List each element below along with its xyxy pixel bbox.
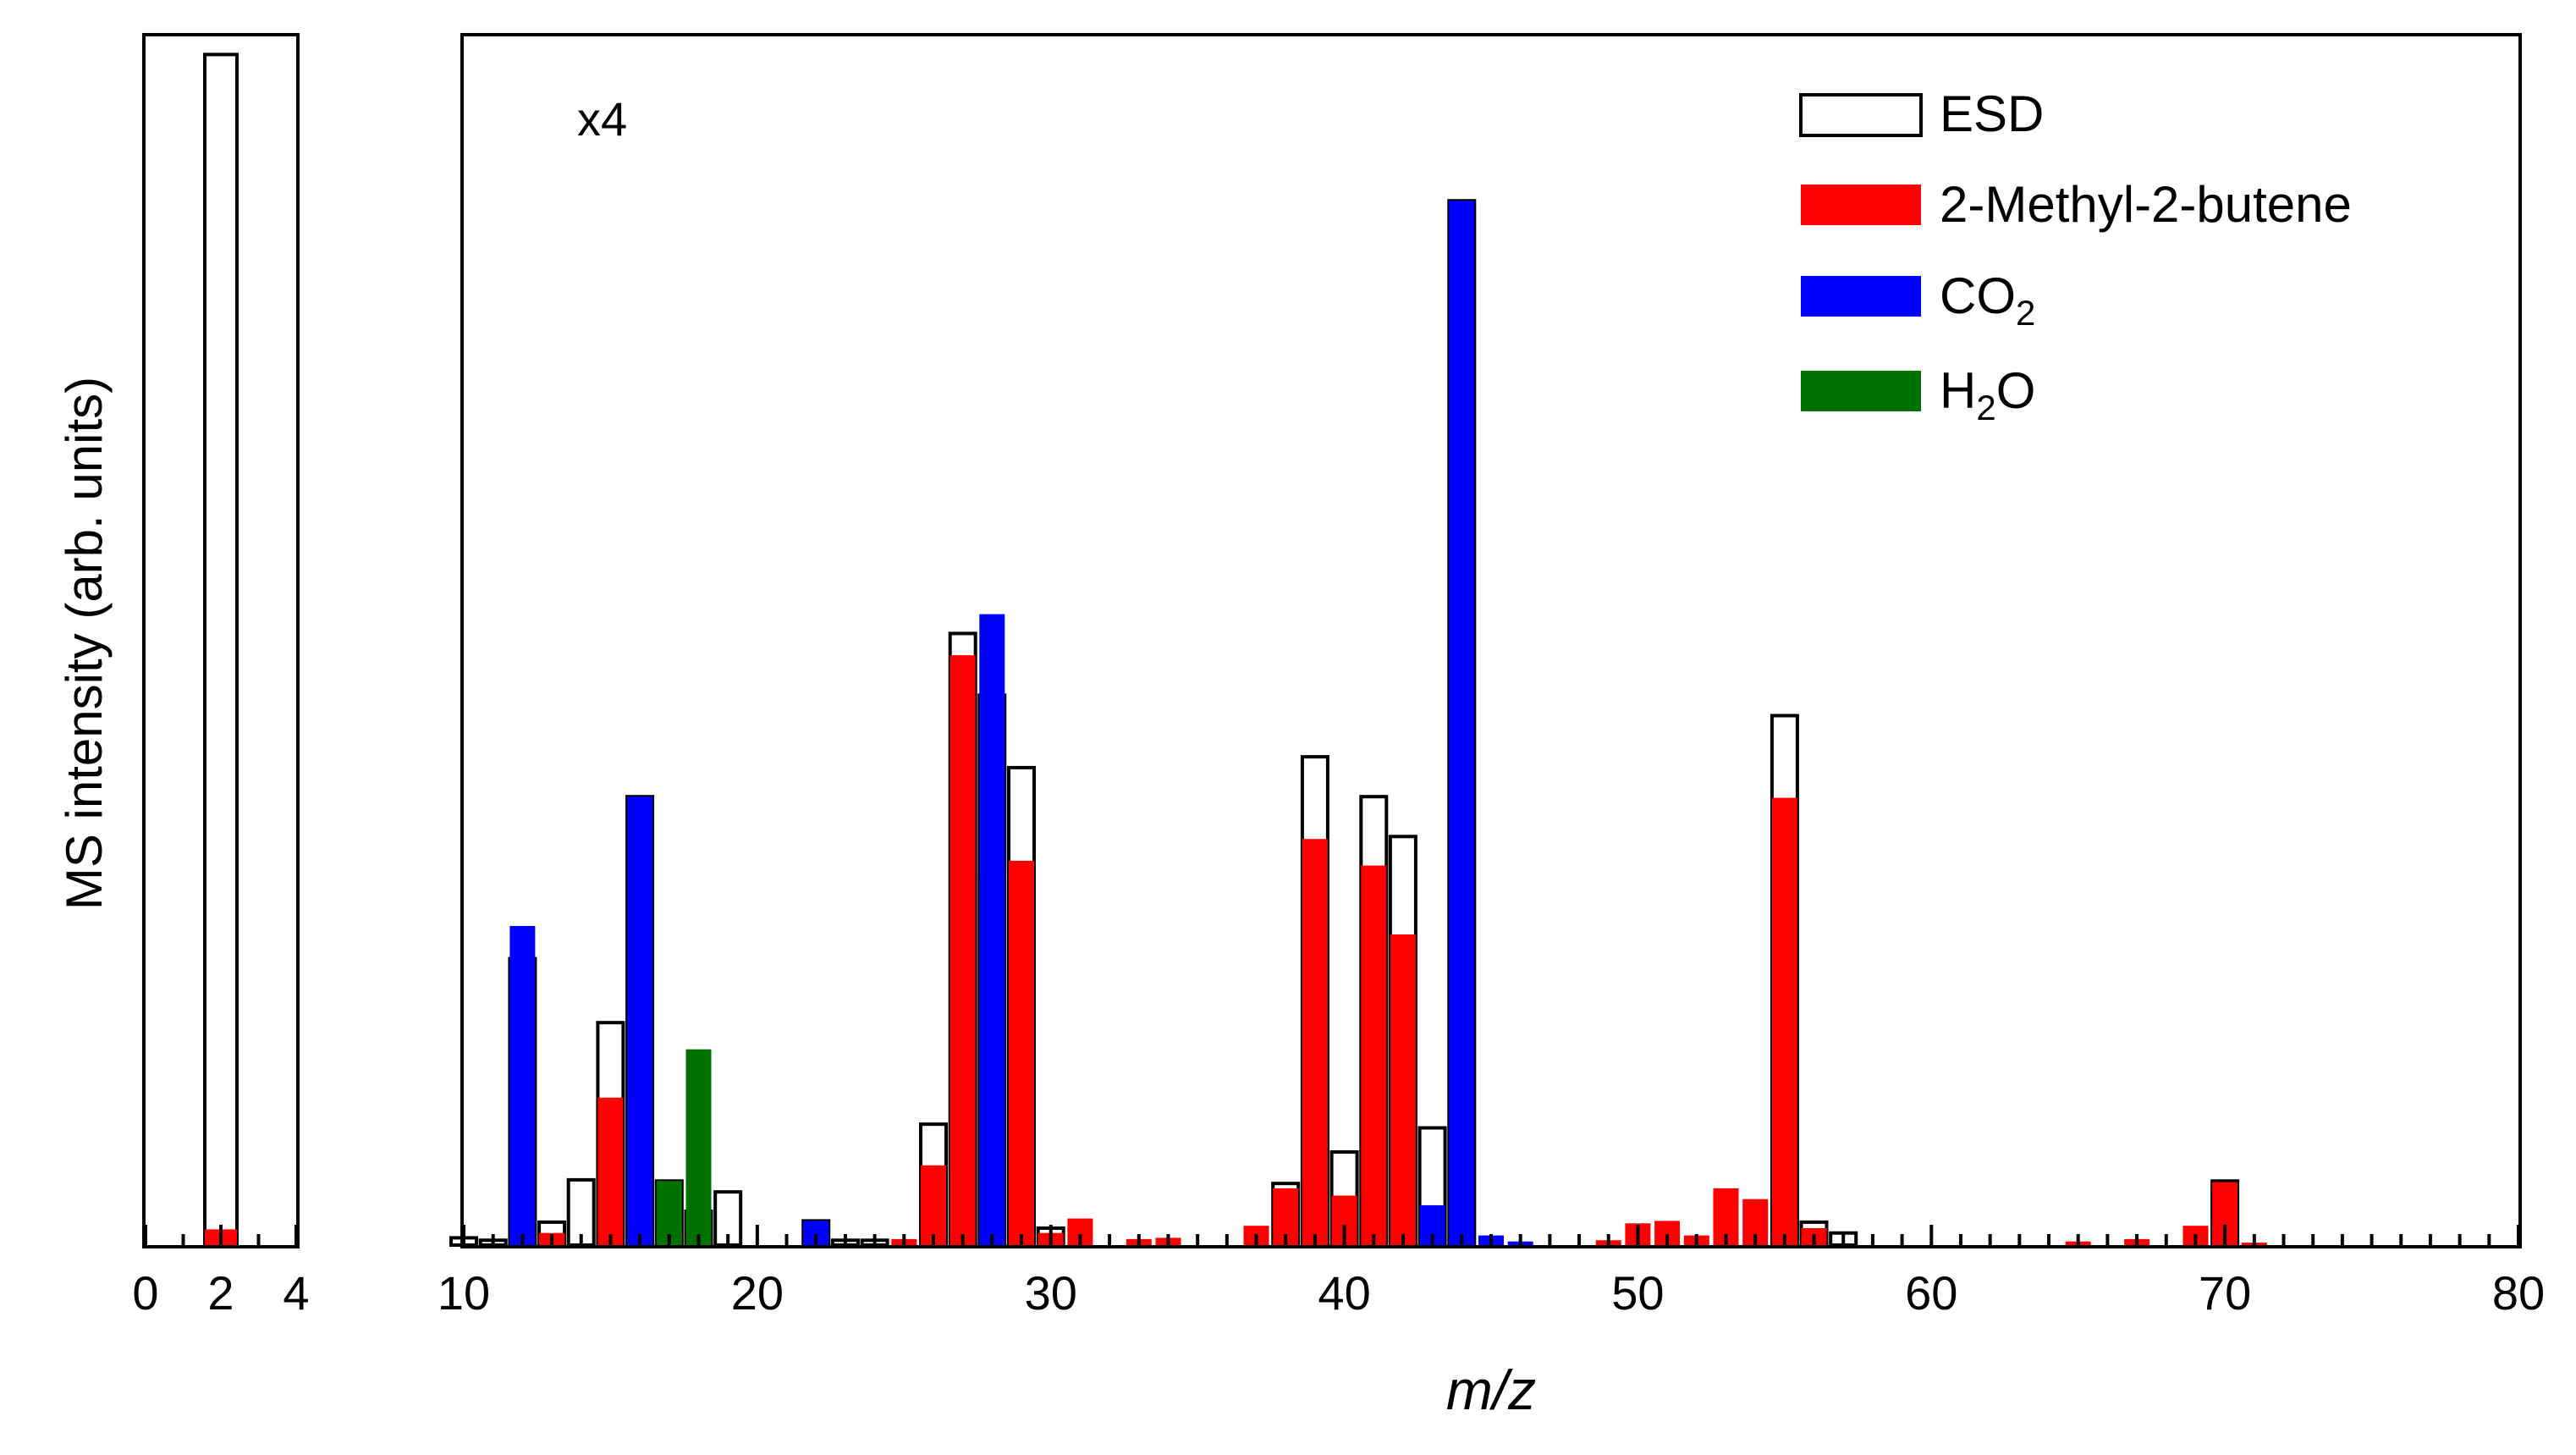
legend-label-h2o-sub: 2	[1976, 388, 1995, 427]
right-bar-co2-mz-28	[979, 614, 1005, 1245]
right-bar-2-methyl-2-butene-mz-42	[1390, 934, 1416, 1245]
right-tick-label-50: 50	[1611, 1266, 1664, 1320]
legend-swatch-esd	[1799, 93, 1923, 137]
legend-label-2-methyl-2-butene: 2-Methyl-2-butene	[1940, 176, 2352, 233]
right-bar-2-methyl-2-butene-mz-27	[949, 655, 976, 1245]
right-bar-co2-mz-44	[1449, 201, 1475, 1246]
y-axis-label: MS intensity (arb. units)	[56, 377, 113, 910]
legend-label-co2: CO2	[1940, 267, 2035, 333]
left-panel-bars	[203, 52, 239, 1247]
scale-annotation: x4	[577, 92, 627, 146]
legend-label-h2o: H2O	[1940, 362, 2035, 427]
legend-swatch-h2o	[1801, 371, 1921, 411]
legend-label-h2o-rest: O	[1996, 362, 2036, 419]
right-bar-2-methyl-2-butene-mz-15	[597, 1097, 624, 1245]
legend-label-co2-sub: 2	[2016, 293, 2035, 333]
legend-label-h2o-main: H	[1940, 362, 1976, 419]
right-tick-label-30: 30	[1025, 1266, 1077, 1320]
left-tick-label-0: 0	[132, 1266, 158, 1320]
right-tick-label-80: 80	[2492, 1266, 2545, 1320]
right-panel: 10 20 30 40 50 60 70 80 x4 m/z ESD 2-Methyl-2-b…	[438, 33, 2545, 1421]
right-tick-label-40: 40	[1318, 1266, 1370, 1320]
right-bar-2-methyl-2-butene-mz-29	[1009, 860, 1034, 1245]
right-panel-frame	[460, 33, 2522, 1248]
left-bar-esd-mz-2	[203, 52, 239, 1247]
right-tick-label-60: 60	[1905, 1266, 1957, 1320]
right-bar-2-methyl-2-butene-mz-39	[1302, 839, 1328, 1245]
left-tick-label-2: 2	[207, 1266, 234, 1320]
legend-label-esd: ESD	[1940, 85, 2044, 142]
right-tick-label-10: 10	[438, 1266, 490, 1320]
right-panel-ticks: 10 20 30 40 50 60 70 80	[438, 1225, 2545, 1320]
x-axis-label: m/z	[1446, 1359, 1536, 1421]
right-tick-label-20: 20	[731, 1266, 784, 1320]
left-tick-label-4: 4	[283, 1266, 309, 1320]
right-panel-bars	[449, 199, 2267, 1248]
legend-label-co2-main: CO	[1940, 267, 2016, 324]
right-tick-label-70: 70	[2199, 1266, 2251, 1320]
left-panel-frame	[142, 33, 300, 1248]
right-bar-2-methyl-2-butene-mz-55	[1771, 797, 1797, 1245]
right-bar-h2o-mz-18	[685, 1049, 712, 1245]
legend-swatch-co2	[1801, 276, 1921, 317]
right-bar-2-methyl-2-butene-mz-26	[921, 1165, 946, 1245]
right-bar-co2-mz-16	[627, 796, 653, 1245]
legend: ESD 2-Methyl-2-butene CO2 H2O	[1799, 85, 2352, 427]
right-bar-co2-mz-12	[509, 926, 536, 1245]
right-bar-2-methyl-2-butene-mz-41	[1361, 865, 1387, 1245]
legend-swatch-2-methyl-2-butene	[1801, 185, 1921, 225]
